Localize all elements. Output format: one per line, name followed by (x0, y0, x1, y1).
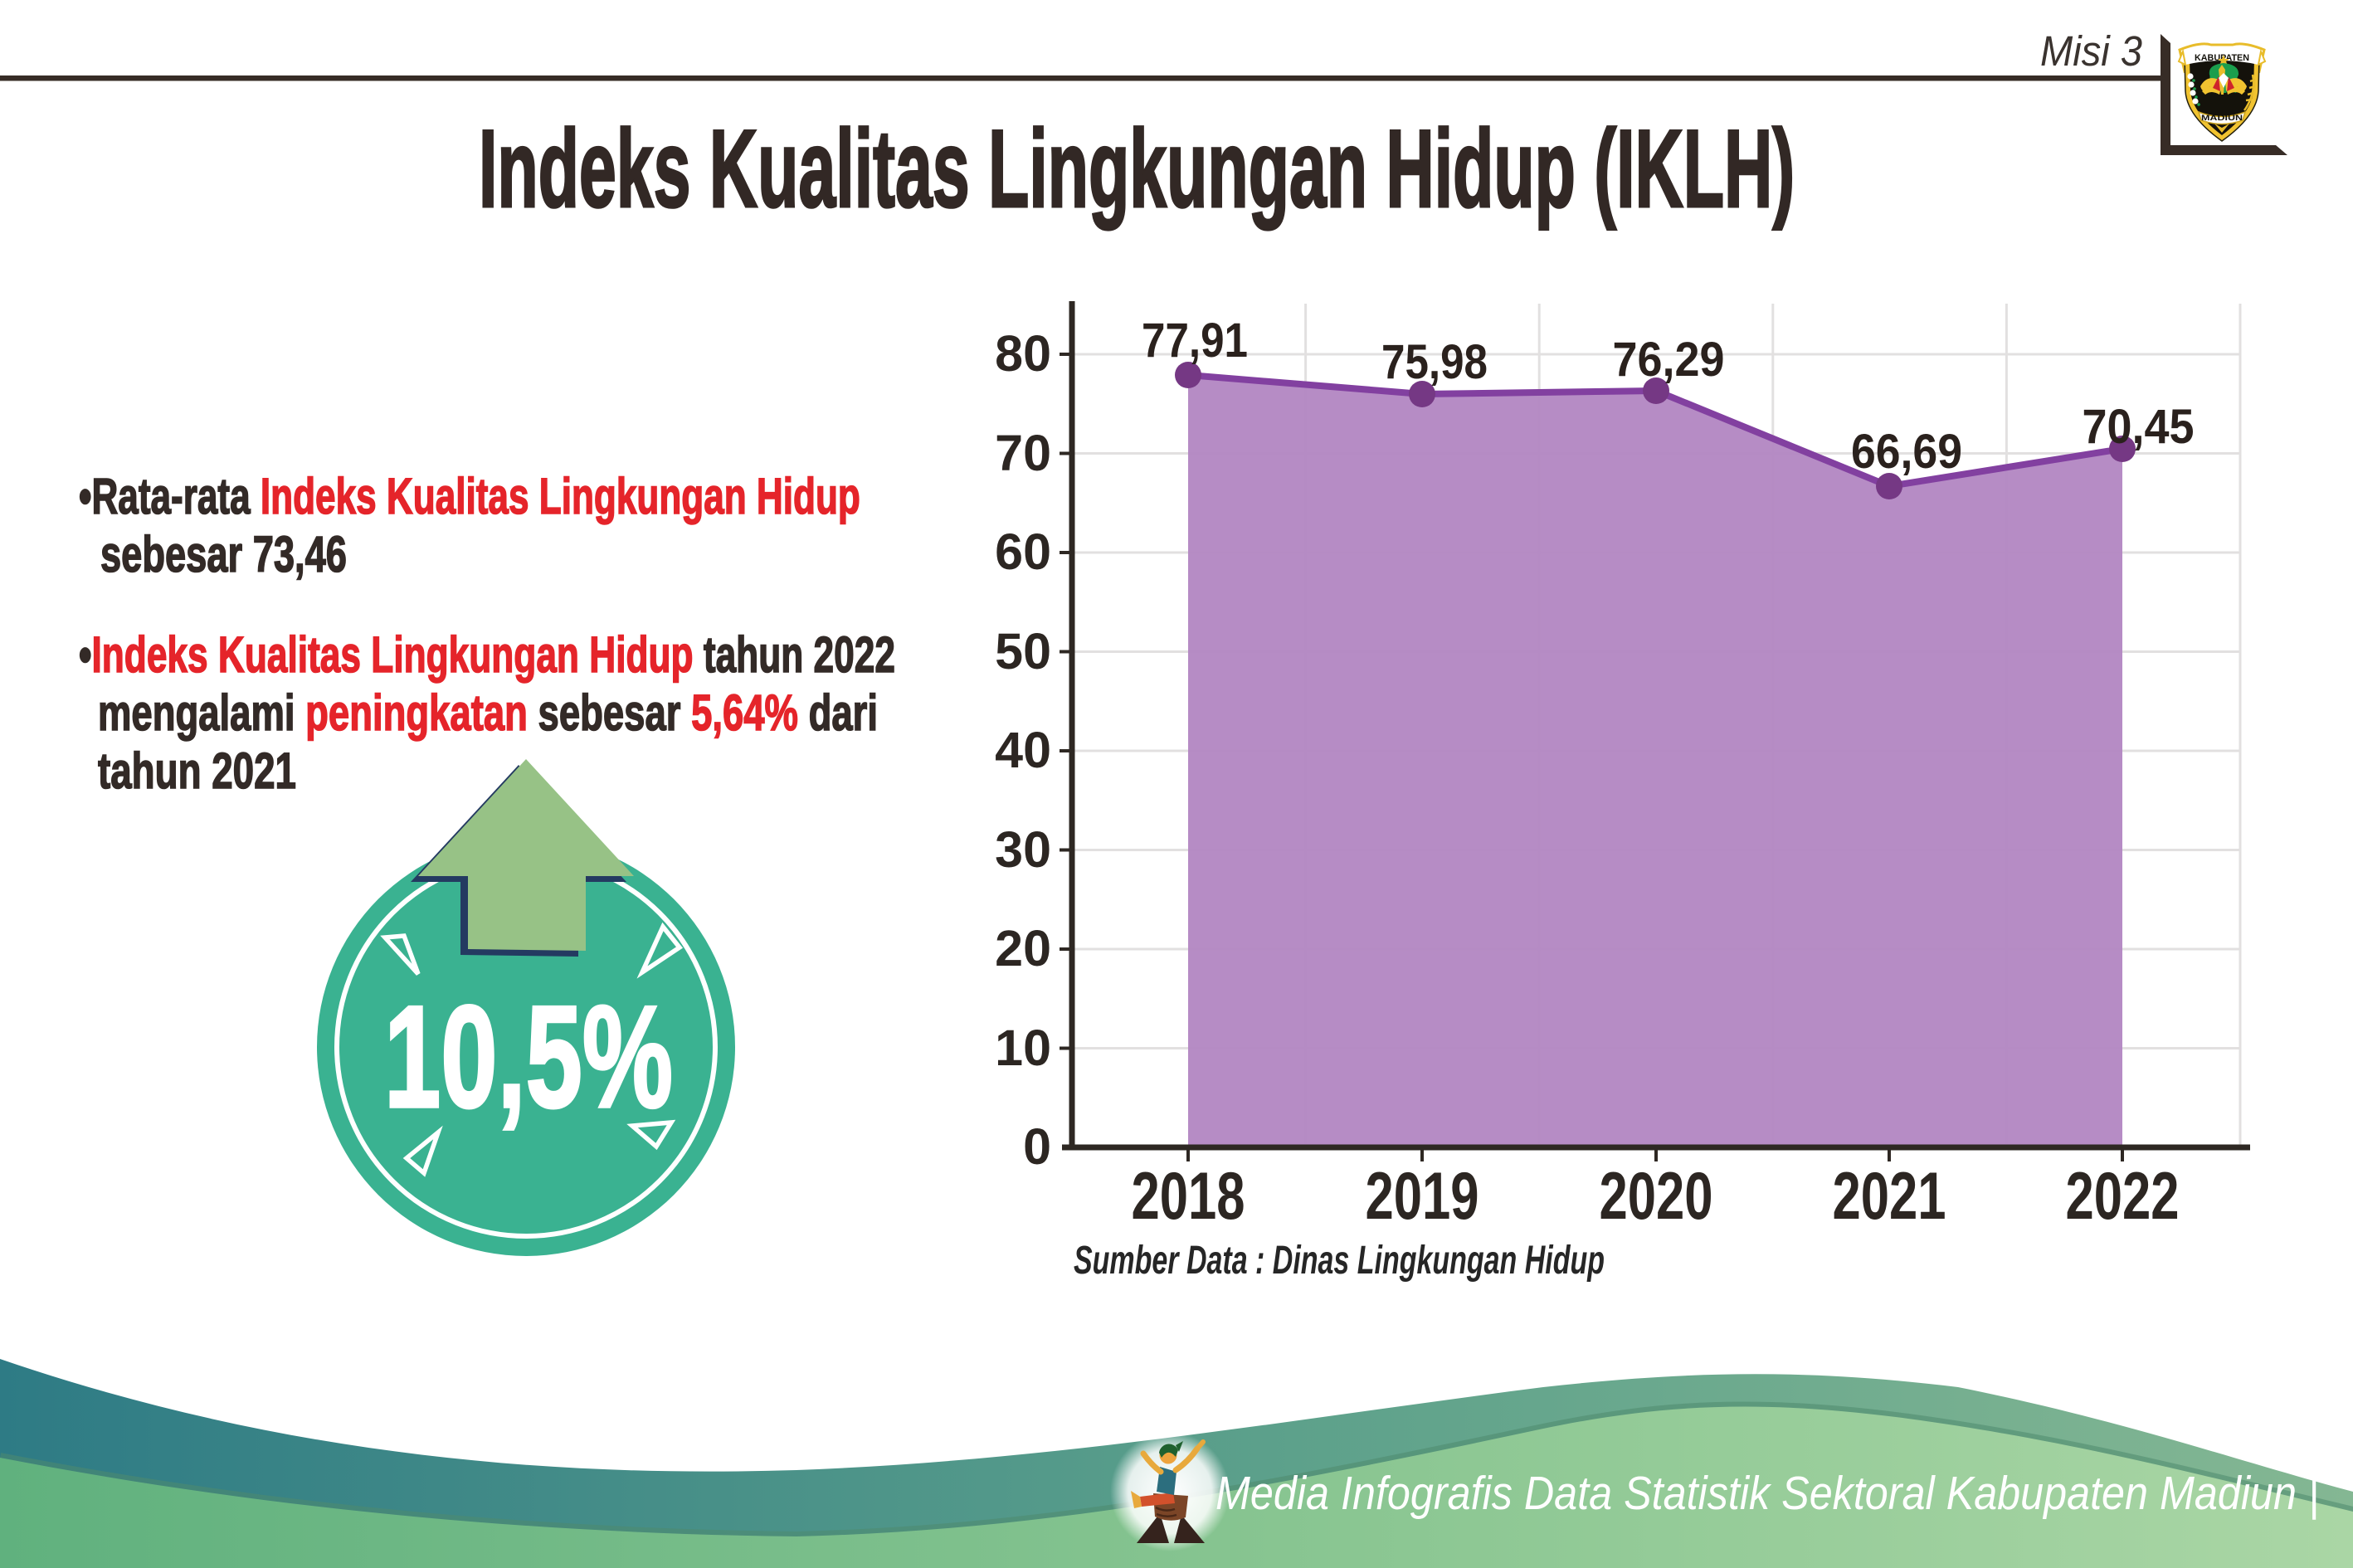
svg-text:Media Infografis Data Statisti: Media Infografis Data Statistik Sektoral… (1215, 1467, 2319, 1520)
svg-text:2021: 2021 (1833, 1159, 1946, 1234)
svg-text:10: 10 (995, 1020, 1051, 1076)
svg-text:77,91: 77,91 (1142, 314, 1248, 368)
svg-text:76,29: 76,29 (1613, 333, 1725, 387)
svg-text:70,45: 70,45 (2083, 400, 2195, 454)
svg-text:70: 70 (995, 425, 1051, 481)
svg-text:80: 80 (995, 325, 1051, 382)
svg-text:40: 40 (995, 722, 1051, 778)
svg-text:2022: 2022 (2066, 1159, 2180, 1234)
svg-text:2020: 2020 (1600, 1159, 1713, 1234)
svg-text:10,5%: 10,5% (384, 976, 673, 1138)
svg-text:Sumber Data : Dinas Lingkungan: Sumber Data : Dinas Lingkungan Hidup (1074, 1239, 1605, 1283)
svg-text:Misi 3: Misi 3 (2040, 27, 2142, 75)
svg-text:66,69: 66,69 (1851, 425, 1962, 479)
svg-text:75,98: 75,98 (1381, 335, 1488, 389)
svg-text:60: 60 (995, 523, 1051, 580)
svg-text:0: 0 (1023, 1118, 1051, 1175)
svg-text:2018: 2018 (1132, 1159, 1245, 1234)
svg-text:20: 20 (995, 920, 1051, 976)
svg-text:50: 50 (995, 623, 1051, 679)
svg-text:2019: 2019 (1366, 1159, 1479, 1234)
svg-text:MADIUN: MADIUN (2201, 114, 2243, 122)
svg-text:30: 30 (995, 821, 1051, 878)
svg-text:KABUPATEN: KABUPATEN (2195, 53, 2249, 63)
